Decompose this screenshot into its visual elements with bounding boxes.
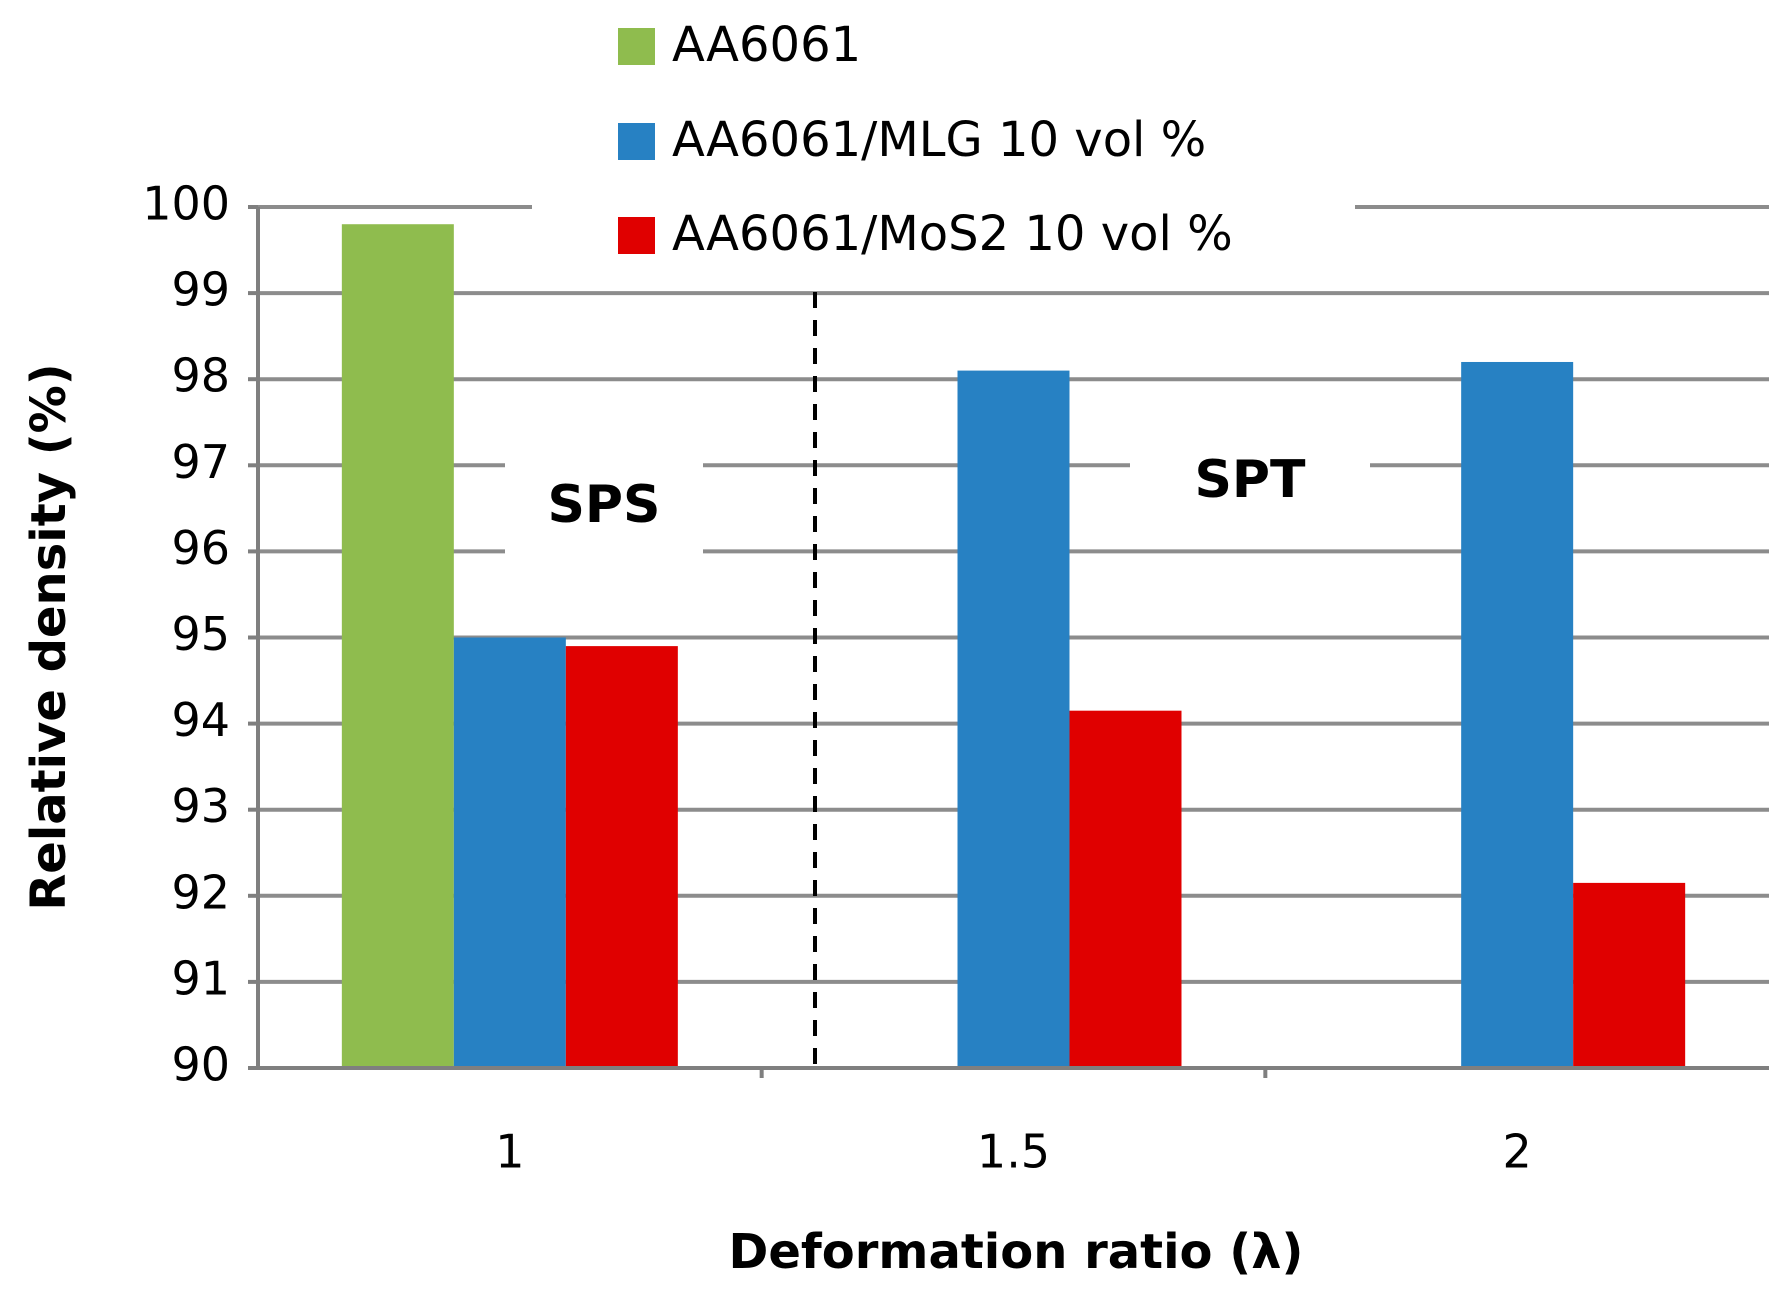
y-tick-label: 92	[171, 865, 230, 919]
spt-label: SPT	[1194, 450, 1306, 510]
y-tick-label: 91	[171, 951, 230, 1005]
bar-aa6061-mos2-10-vol--1	[565, 646, 678, 1068]
y-tick-label: 94	[171, 693, 230, 747]
legend-swatch	[618, 123, 655, 160]
y-tick-label: 97	[171, 435, 230, 489]
legend-swatch	[618, 217, 655, 254]
bar-aa6061-mos2-10-vol--1.5	[1069, 710, 1182, 1068]
legend-label: AA6061/MLG 10 vol %	[672, 112, 1206, 168]
y-tick-label: 100	[142, 177, 230, 231]
x-tick-labels: 1 1.5 2	[495, 1125, 1532, 1179]
legend: AA6061 AA6061/MLG 10 vol % AA6061/MoS2 10 …	[618, 17, 1233, 262]
y-axis-title: Relative density (%)	[21, 363, 77, 910]
axes	[256, 207, 1769, 1070]
legend-label: AA6061	[672, 17, 861, 73]
y-tick-label: 98	[171, 349, 230, 403]
y-tick-label: 95	[171, 607, 230, 661]
bar-aa6061-mlg-10-vol--1	[453, 637, 566, 1068]
bars	[341, 224, 1686, 1078]
bar-aa6061-1	[341, 224, 454, 1069]
legend-swatch	[618, 28, 655, 65]
legend-label: AA6061/MoS2 10 vol %	[672, 206, 1233, 262]
y-tick-label: 93	[171, 779, 230, 833]
y-tick-label: 96	[171, 521, 230, 575]
y-tick-label: 99	[171, 263, 230, 317]
x-tick-label: 2	[1503, 1125, 1532, 1179]
y-tick-labels: 90 91 92 93 94 95 96 97 98 99 100	[142, 177, 230, 1092]
y-tick-label: 90	[171, 1038, 230, 1092]
x-tick-label: 1.5	[977, 1125, 1050, 1179]
x-tick-label: 1	[495, 1125, 524, 1179]
sps-label: SPS	[547, 475, 660, 535]
sps-label-bg	[505, 448, 703, 556]
x-axis-title: Deformation ratio (λ)	[729, 1224, 1304, 1280]
legend-background	[532, 0, 1355, 272]
bar-aa6061-mlg-10-vol--2	[1461, 361, 1574, 1069]
spt-label-bg	[1130, 440, 1370, 540]
bar-aa6061-mos2-10-vol--2	[1573, 882, 1686, 1068]
bar-aa6061-mlg-10-vol--1.5	[957, 370, 1070, 1069]
